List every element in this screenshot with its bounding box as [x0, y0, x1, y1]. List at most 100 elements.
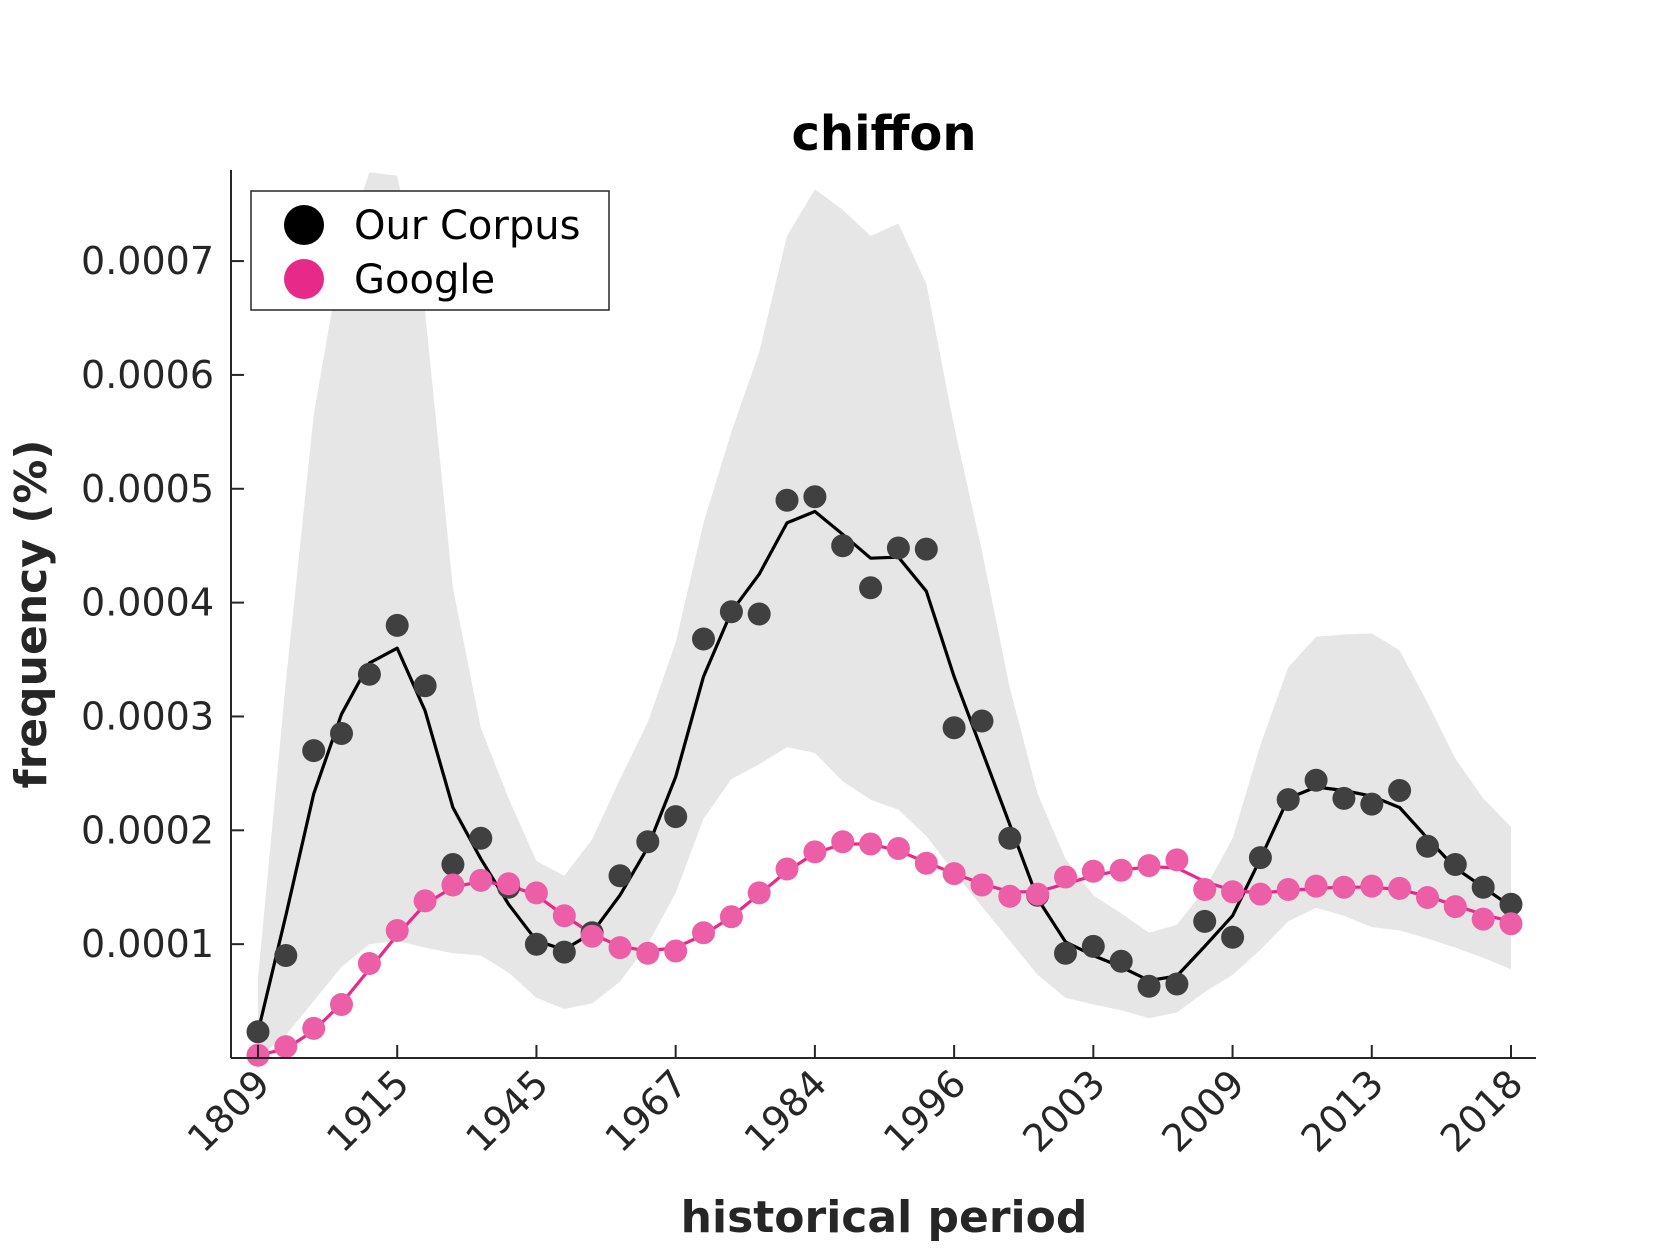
point-google: [719, 905, 743, 929]
x-tick-label: 1945: [457, 1061, 557, 1161]
point-our-corpus: [524, 932, 548, 956]
point-our-corpus: [1276, 788, 1300, 812]
point-our-corpus: [942, 716, 966, 740]
y-tick-label: 0.0006: [81, 353, 214, 397]
point-google: [692, 921, 715, 945]
x-tick-label: 2018: [1432, 1061, 1532, 1161]
point-our-corpus: [831, 534, 855, 558]
chart-title: chiffon: [791, 106, 976, 162]
point-our-corpus: [1499, 892, 1523, 916]
point-google: [302, 1016, 326, 1040]
point-google: [747, 881, 771, 905]
y-tick-label: 0.0005: [81, 467, 214, 511]
point-our-corpus: [1081, 934, 1105, 958]
point-google: [1137, 854, 1161, 878]
point-our-corpus: [385, 613, 409, 637]
point-google: [1471, 907, 1495, 931]
point-our-corpus: [970, 709, 994, 733]
point-google: [1026, 882, 1050, 906]
point-google: [1248, 882, 1272, 906]
point-google: [775, 857, 799, 881]
point-google: [1193, 878, 1217, 901]
x-tick-label: 1809: [179, 1061, 279, 1161]
x-tick-label: 2013: [1293, 1061, 1393, 1161]
point-google: [831, 830, 855, 854]
point-google: [330, 993, 353, 1016]
point-google: [998, 884, 1022, 908]
point-google: [664, 939, 688, 963]
y-tick-label: 0.0003: [81, 694, 214, 738]
line-google: [257, 842, 1512, 1057]
x-ticks: 1809 1915 1945 1967 1984 1996 2003 2009 2013 2018: [179, 1045, 1532, 1161]
point-our-corpus: [413, 674, 437, 698]
y-tick-label: 0.0001: [81, 922, 214, 966]
legend-marker-our-corpus: [284, 205, 324, 245]
point-google: [1499, 912, 1523, 936]
point-our-corpus: [1165, 972, 1189, 996]
point-our-corpus: [998, 826, 1022, 850]
point-google: [970, 873, 994, 897]
point-our-corpus: [246, 1020, 270, 1044]
point-google: [1304, 874, 1328, 898]
point-our-corpus: [1221, 925, 1245, 949]
point-google: [1109, 858, 1133, 882]
point-our-corpus: [859, 576, 883, 600]
point-our-corpus: [274, 944, 298, 967]
point-google: [385, 919, 409, 942]
point-our-corpus: [1054, 941, 1077, 965]
point-our-corpus: [1443, 853, 1467, 876]
point-google: [552, 904, 576, 928]
point-google: [1332, 875, 1356, 899]
point-our-corpus: [608, 864, 632, 888]
point-our-corpus: [664, 805, 688, 829]
point-google: [803, 840, 827, 864]
point-google: [1360, 874, 1384, 898]
point-our-corpus: [1471, 875, 1495, 899]
series-lines: [256, 509, 1512, 1057]
legend-label-our-corpus: Our Corpus: [354, 203, 580, 249]
point-our-corpus: [1248, 846, 1272, 870]
point-our-corpus: [692, 627, 715, 651]
point-our-corpus: [552, 940, 576, 964]
point-our-corpus: [914, 537, 938, 561]
x-tick-label: 2009: [1153, 1061, 1253, 1161]
point-our-corpus: [886, 536, 910, 560]
point-our-corpus: [469, 826, 493, 850]
legend-marker-google: [284, 259, 324, 299]
y-tick-label: 0.0004: [81, 581, 214, 625]
legend: Our Corpus Google: [250, 190, 610, 311]
point-google: [608, 936, 632, 960]
point-our-corpus: [441, 853, 465, 876]
point-our-corpus: [719, 600, 743, 624]
point-google: [524, 881, 548, 905]
line-our-corpus: [256, 509, 1512, 1033]
y-tick-label: 0.0002: [81, 808, 214, 852]
point-google: [636, 941, 660, 965]
x-tick-label: 1996: [875, 1061, 975, 1161]
point-our-corpus: [1193, 909, 1217, 933]
x-tick-label: 1967: [597, 1061, 697, 1161]
point-our-corpus: [1388, 779, 1412, 802]
y-axis-label: frequency (%): [6, 439, 57, 788]
point-our-corpus: [747, 602, 771, 626]
point-our-corpus: [330, 722, 353, 745]
point-google: [1416, 886, 1439, 909]
confidence-band: [258, 172, 1511, 1059]
x-tick-label: 2003: [1014, 1061, 1114, 1161]
point-our-corpus: [1332, 786, 1356, 810]
point-google: [274, 1035, 298, 1059]
point-google: [1221, 880, 1245, 904]
point-google: [441, 873, 465, 897]
plot-area: [246, 172, 1523, 1067]
series-markers: [246, 485, 1523, 1067]
point-our-corpus: [1137, 974, 1161, 998]
point-google: [914, 851, 938, 875]
point-google: [886, 837, 910, 860]
point-our-corpus: [1360, 792, 1384, 816]
point-google: [1054, 865, 1077, 889]
point-google: [413, 889, 437, 913]
point-google: [1081, 859, 1105, 883]
point-google: [1165, 848, 1189, 872]
point-google: [357, 952, 381, 975]
